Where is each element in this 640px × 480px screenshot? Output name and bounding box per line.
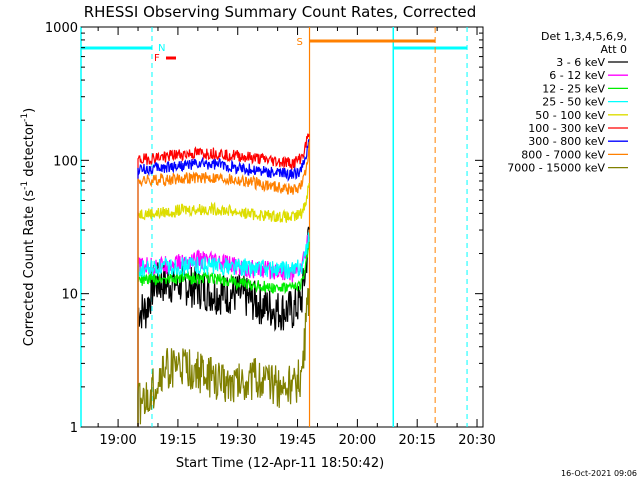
x-axis-label: Start Time (12-Apr-11 18:50:42) <box>176 456 384 471</box>
series-line <box>137 138 310 427</box>
legend-label: 800 - 7000 keV <box>521 148 605 161</box>
chart-title: RHESSI Observing Summary Count Rates, Co… <box>84 3 477 21</box>
footer-date: 16-Oct-2021 09:06 <box>561 469 637 478</box>
y-axis-label-exp-2: -1 <box>20 113 30 122</box>
series-lines <box>137 133 310 427</box>
x-tick-label: 19:30 <box>219 433 256 448</box>
plot-frame <box>80 26 484 428</box>
annotation-f: F <box>154 53 160 64</box>
series-line <box>137 183 310 427</box>
y-tick-label: 100 <box>53 154 78 169</box>
y-tick-label: 1 <box>70 421 78 436</box>
y-axis-label-exp-1: -1 <box>20 181 30 190</box>
y-tick-label: 10 <box>61 288 78 303</box>
y-axis: 1 10 100 1000 <box>45 21 483 436</box>
legend-label: 25 - 50 keV <box>542 96 605 109</box>
legend-label: 50 - 100 keV <box>535 109 605 122</box>
annotation-n: N <box>158 43 165 54</box>
y-tick-label: 1000 <box>45 21 78 36</box>
x-tick-label: 19:00 <box>99 433 136 448</box>
series-line <box>137 133 310 427</box>
legend-label: 100 - 300 keV <box>528 122 605 135</box>
y-axis-label: Corrected Count Rate (s-1 detector-1) <box>20 108 37 346</box>
x-axis: 19:00 19:15 19:30 19:45 20:00 20:15 20:30 <box>97 27 496 448</box>
attenuator-overlays: NF S <box>80 27 468 427</box>
series-line <box>137 226 310 427</box>
series-line <box>137 287 310 427</box>
plot-area: NF S <box>80 26 484 428</box>
series-line <box>137 232 310 427</box>
x-tick-label: 19:15 <box>159 433 196 448</box>
y-axis-label-mid: detector <box>22 121 37 181</box>
legend-label: 3 - 6 keV <box>556 56 605 69</box>
y-axis-label-main: Corrected Count Rate (s <box>22 190 37 347</box>
y-axis-label-end: ) <box>22 108 37 113</box>
series-line <box>137 141 310 427</box>
legend-header-2: Att 0 <box>601 43 627 56</box>
legend-label: 300 - 800 keV <box>528 135 605 148</box>
legend-label: 6 - 12 keV <box>549 69 605 82</box>
series-line <box>137 237 310 427</box>
legend-label: 12 - 25 keV <box>542 82 605 95</box>
x-tick-label: 20:00 <box>339 433 376 448</box>
x-tick-label: 20:30 <box>458 433 495 448</box>
annotation-s: S <box>297 37 303 48</box>
legend-label: 7000 - 15000 keV <box>507 162 605 175</box>
legend-header-1: Det 1,3,4,5,6,9, <box>541 30 627 43</box>
x-tick-label: 20:15 <box>398 433 435 448</box>
x-tick-label: 19:45 <box>279 433 316 448</box>
